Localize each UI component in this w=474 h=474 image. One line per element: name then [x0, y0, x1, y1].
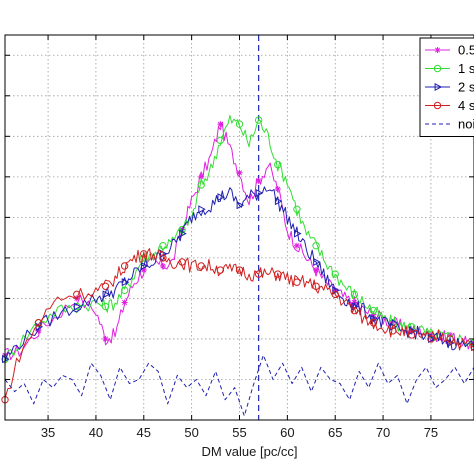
data-point	[102, 290, 111, 299]
data-point	[293, 278, 301, 286]
legend-label: 0.5	[458, 43, 474, 58]
data-point	[73, 290, 81, 299]
data-point	[389, 319, 396, 326]
x-tick-label: 70	[376, 425, 390, 440]
x-tick-label: 50	[184, 425, 198, 440]
data-point	[179, 229, 187, 238]
data-point	[427, 335, 435, 343]
ticks: 35 40 45 50 55 60 65 70 75	[5, 35, 474, 440]
data-point	[254, 270, 263, 278]
data-point	[35, 327, 42, 334]
legend-label: 4 s	[458, 98, 474, 113]
series-line	[4, 354, 474, 417]
data-point	[198, 205, 206, 214]
data-point	[254, 116, 263, 124]
data-point	[471, 343, 474, 352]
data-point	[235, 120, 244, 128]
data-point	[293, 242, 300, 249]
series-group	[1, 114, 474, 417]
data-point	[34, 319, 43, 327]
legend-label: 1 s	[458, 61, 474, 76]
data-point	[293, 205, 301, 213]
data-point	[408, 331, 416, 339]
data-point	[121, 278, 130, 287]
x-tick-label: 45	[137, 425, 151, 440]
data-point	[236, 169, 243, 176]
data-point	[159, 254, 167, 262]
x-tick-label: 55	[232, 425, 246, 440]
data-point	[350, 290, 359, 299]
x-axis-label: DM value [pc/cc]	[201, 444, 297, 459]
data-point	[140, 267, 147, 274]
legend-label: noi	[458, 117, 474, 132]
data-point	[274, 186, 281, 192]
data-point	[274, 270, 282, 278]
data-point	[101, 282, 110, 290]
series-3	[2, 186, 474, 364]
data-point	[217, 193, 226, 202]
data-point	[369, 306, 378, 315]
data-point	[274, 197, 283, 206]
data-point	[179, 226, 186, 233]
data-point	[198, 173, 205, 180]
data-point	[235, 266, 244, 274]
data-point	[447, 338, 455, 348]
data-point	[121, 299, 128, 306]
data-point	[140, 261, 149, 271]
data-point	[331, 270, 339, 278]
x-tick-label: 40	[89, 425, 103, 440]
data-point	[274, 160, 282, 169]
data-point	[140, 250, 148, 258]
data-point	[350, 306, 359, 315]
data-point	[447, 331, 454, 338]
data-point	[2, 355, 10, 364]
data-point	[120, 262, 129, 270]
data-point	[428, 334, 436, 343]
data-point	[370, 311, 377, 318]
x-tick-label: 35	[41, 425, 55, 440]
data-point	[331, 290, 339, 299]
data-point	[313, 257, 321, 266]
x-tick-label: 60	[280, 425, 294, 440]
data-point	[217, 121, 224, 128]
data-point	[236, 201, 245, 210]
data-point	[389, 322, 398, 331]
legend-marker	[433, 101, 442, 110]
data-point	[216, 136, 225, 145]
data-point	[178, 258, 186, 266]
grid	[5, 35, 474, 420]
series-4	[1, 248, 474, 404]
legend-marker	[433, 64, 442, 73]
legend-marker	[434, 82, 443, 92]
data-point	[255, 189, 264, 198]
data-point	[294, 229, 302, 238]
data-point	[312, 242, 320, 250]
x-tick-label: 65	[328, 425, 342, 440]
data-point	[73, 302, 82, 311]
data-point	[216, 266, 225, 274]
data-point	[102, 335, 109, 342]
data-point	[313, 267, 320, 274]
data-point	[159, 263, 166, 269]
legend-label: 2 s	[458, 80, 474, 95]
data-point	[388, 327, 397, 335]
x-tick-label: 75	[424, 425, 438, 440]
series-5	[4, 354, 474, 417]
data-point	[446, 335, 454, 343]
legend-marker	[434, 47, 441, 53]
data-point	[255, 177, 262, 184]
data-point	[159, 242, 167, 250]
data-point	[332, 286, 340, 295]
data-point	[120, 286, 129, 295]
series-line	[4, 186, 474, 362]
data-point	[312, 282, 320, 290]
legend: 0.5 1 s 2 s 4 s noi	[419, 37, 474, 137]
series-line	[4, 248, 474, 399]
data-point	[197, 181, 205, 189]
data-point	[197, 262, 205, 270]
data-point	[101, 302, 110, 311]
data-point	[369, 319, 378, 327]
